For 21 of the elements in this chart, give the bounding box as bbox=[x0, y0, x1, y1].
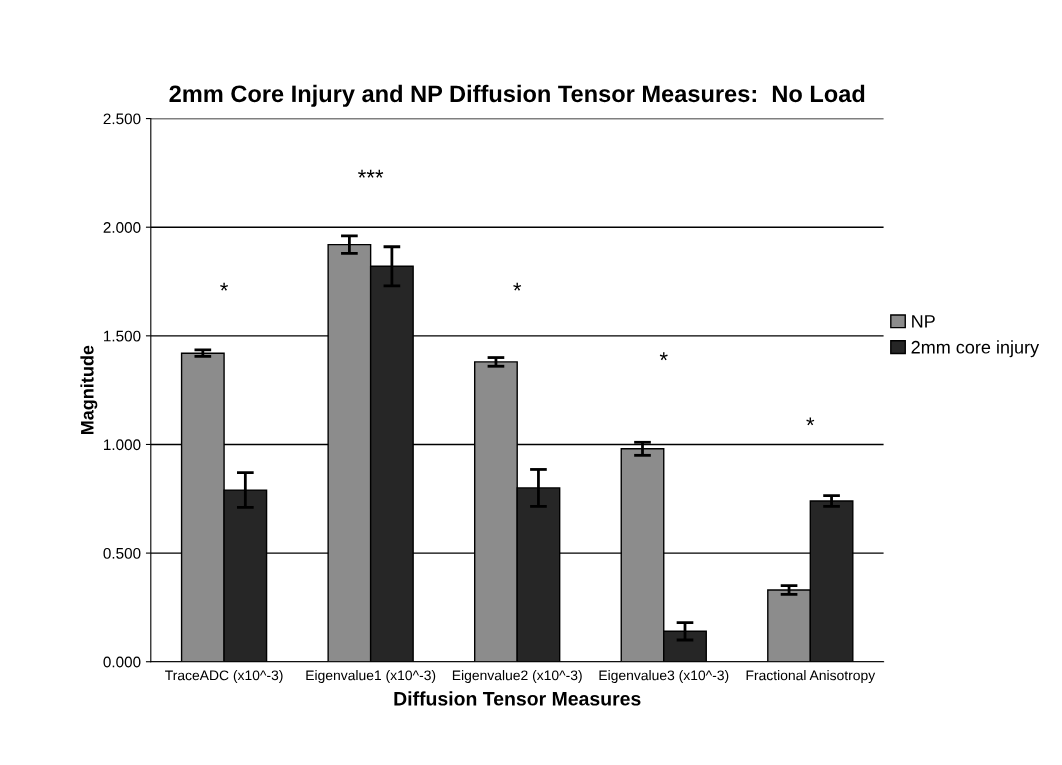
x-tick-label: TraceADC (x10^-3) bbox=[165, 670, 283, 683]
legend-label: 2mm core injury bbox=[911, 340, 1040, 358]
annotation: * bbox=[806, 417, 815, 426]
y-tick-label: 0.000 bbox=[103, 656, 141, 668]
annotation: * bbox=[513, 282, 522, 291]
annotation: * bbox=[659, 352, 668, 361]
x-axis-title: Diffusion Tensor Measures bbox=[394, 691, 641, 706]
chart-title: 2mm Core Injury and NP Diffusion Tensor Measures: No Load bbox=[169, 84, 865, 107]
y-tick-label: 0.500 bbox=[103, 547, 141, 559]
annotation: *** bbox=[358, 169, 384, 178]
y-tick-label: 1.500 bbox=[104, 330, 141, 342]
x-tick-label: Fractional Anisotropy bbox=[746, 670, 876, 684]
y-tick-label: 2.000 bbox=[103, 222, 141, 233]
y-tick-label: 1.000 bbox=[104, 439, 141, 451]
y-axis-title: Magnitude bbox=[80, 345, 98, 435]
annotation: * bbox=[220, 282, 229, 291]
x-tick-label: Eigenvalue3 (x10^-3) bbox=[599, 670, 729, 684]
x-tick-label: Eigenvalue1 (x10^-3) bbox=[306, 670, 436, 684]
y-tick-label: 2.500 bbox=[103, 113, 141, 125]
legend-label: NP bbox=[912, 315, 935, 328]
x-tick-label: Eigenvalue2 (x10^-3) bbox=[452, 670, 582, 684]
